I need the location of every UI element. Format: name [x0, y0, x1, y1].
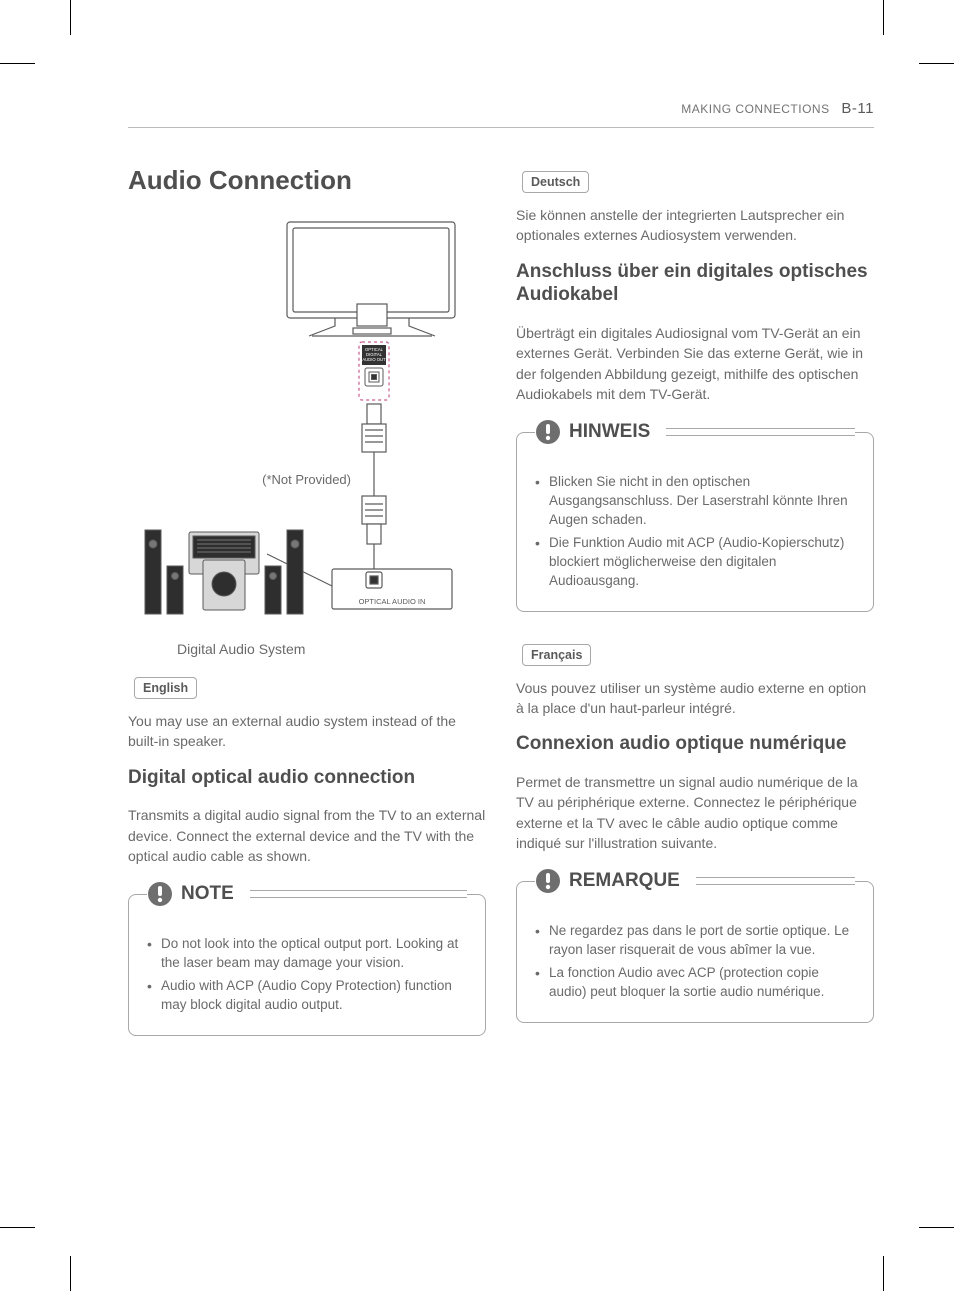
note-item: La fonction Audio avec ACP (protection c…: [535, 964, 857, 1002]
exclamation-icon: [147, 881, 173, 907]
diagram-svg: OPTICAL DIGITAL AUDIO OUT: [137, 214, 477, 634]
francais-subhead: Connexion audio optique numérique: [516, 732, 874, 756]
crop-mark: [70, 0, 71, 35]
note-item: Die Funktion Audio mit ACP (Audio-Kopier…: [535, 534, 857, 591]
note-item: Do not look into the optical output port…: [147, 935, 469, 973]
running-header: MAKING CONNECTIONS B-11: [128, 100, 874, 128]
francais-body: Permet de transmettre un signal audio nu…: [516, 772, 874, 853]
note-box-english: NOTE Do not look into the optical output…: [128, 894, 486, 1036]
note-title-row: HINWEIS: [535, 419, 855, 445]
note-title-row: REMARQUE: [535, 868, 855, 894]
crop-mark: [919, 63, 954, 64]
note-rule: [666, 425, 855, 439]
svg-text:OPTICAL AUDIO IN: OPTICAL AUDIO IN: [359, 597, 426, 606]
crop-mark: [919, 1227, 954, 1228]
note-box-deutsch: HINWEIS Blicken Sie nicht in den optisch…: [516, 432, 874, 611]
note-title: HINWEIS: [569, 421, 658, 443]
crop-mark: [0, 63, 35, 64]
exclamation-icon: [535, 868, 561, 894]
note-item: Audio with ACP (Audio Copy Protection) f…: [147, 977, 469, 1015]
note-title-row: NOTE: [147, 881, 467, 907]
note-title: REMARQUE: [569, 870, 688, 892]
not-provided-label: (*Not Provided): [262, 472, 351, 487]
note-rule: [250, 887, 467, 901]
svg-text:AUDIO OUT: AUDIO OUT: [362, 357, 386, 362]
note-item: Blicken Sie nicht in den optischen Ausga…: [535, 473, 857, 530]
note-box-francais: REMARQUE Ne regardez pas dans le port de…: [516, 881, 874, 1023]
page-root: MAKING CONNECTIONS B-11 Audio Connection: [0, 0, 954, 1291]
crop-mark: [0, 1227, 35, 1228]
english-body: Transmits a digital audio signal from th…: [128, 805, 486, 866]
lang-tag-deutsch: Deutsch: [522, 171, 589, 193]
english-subhead: Digital optical audio connection: [128, 766, 486, 790]
deutsch-intro: Sie können anstelle der integrierten Lau…: [516, 205, 874, 246]
lang-tag-english: English: [134, 677, 197, 699]
english-intro: You may use an external audio system ins…: [128, 711, 486, 752]
francais-intro: Vous pouvez utiliser un système audio ex…: [516, 678, 874, 719]
exclamation-icon: [535, 419, 561, 445]
crop-mark: [70, 1256, 71, 1291]
note-item: Ne regardez pas dans le port de sortie o…: [535, 922, 857, 960]
left-column: Audio Connection: [128, 165, 486, 1050]
right-column: Deutsch Sie können anstelle der integrie…: [516, 165, 874, 1050]
deutsch-body: Überträgt ein digitales Audiosignal vom …: [516, 323, 874, 404]
header-page-number: B-11: [841, 100, 874, 117]
note-rule: [696, 874, 855, 888]
crop-mark: [883, 0, 884, 35]
header-section: MAKING CONNECTIONS: [681, 102, 829, 116]
crop-mark: [883, 1256, 884, 1291]
page-title: Audio Connection: [128, 165, 486, 196]
content-columns: Audio Connection: [128, 165, 874, 1050]
lang-tag-francais: Français: [522, 644, 591, 666]
note-title: NOTE: [181, 883, 242, 905]
diagram-caption: Digital Audio System: [137, 641, 477, 657]
deutsch-subhead: Anschluss über ein digitales optisches A…: [516, 260, 874, 308]
connection-diagram: OPTICAL DIGITAL AUDIO OUT: [137, 214, 477, 657]
